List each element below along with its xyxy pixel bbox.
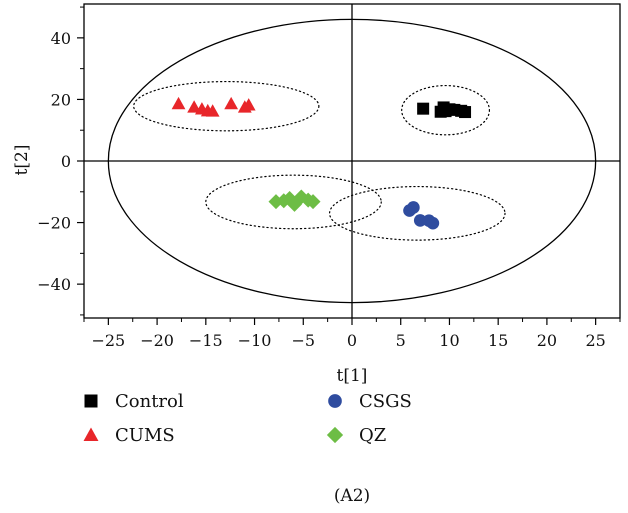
cums-data-point [224,96,239,110]
x-tick-label: 25 [585,331,605,350]
x-tick-label: −20 [140,331,174,350]
qz-group-ellipse [205,174,382,230]
y-tick-label: −40 [37,275,71,294]
axes: −25 −20 −15 −10 −5 0 5 10 15 20 25 −40 −20 0 20 40 [37,3,621,350]
x-tick-label: −5 [291,331,315,350]
control-data-point [417,102,430,115]
csgs-data-point [426,216,440,230]
legend-cums-label: CUMS [115,425,175,446]
legend-control-marker [84,394,98,408]
y-tick-label: 40 [51,29,71,48]
x-tick-label: −15 [189,331,223,350]
y-tick-label: 20 [51,90,71,109]
csgs-data-point [407,201,420,214]
y-tick-label: −20 [37,214,71,233]
x-axis-label: t[1] [337,366,368,386]
legend-control-label: Control [115,391,184,412]
x-tick-label: 0 [347,331,357,350]
cums-data-point [241,98,256,111]
control-group-ellipse [401,84,491,136]
figure-caption: (A2) [334,486,370,506]
x-tick-label: 10 [439,331,459,350]
qz-data-point [305,194,321,210]
x-tick-label: 20 [537,331,557,350]
csgs-group-ellipse [328,185,506,241]
legend-qz-marker [326,426,344,444]
plot-area [84,4,620,318]
confidence-ellipse [107,18,597,304]
legend-csgs-marker [328,394,342,408]
control-data-point [459,106,472,119]
control-data-point [434,105,447,118]
x-tick-label: −10 [238,331,272,350]
x-tick-label: 15 [488,331,508,350]
cums-data-point [205,104,220,117]
x-tick-label: 5 [396,331,406,350]
legend: Control CUMS CSGS QZ [83,391,412,446]
legend-qz-label: QZ [359,425,386,446]
cums-group-ellipse [133,80,320,132]
y-tick-label: 0 [61,152,71,171]
y-axis-label: t[2] [12,145,32,176]
cums-data-point [171,96,186,110]
legend-cums-marker [83,427,99,441]
cums-data-point [187,100,202,113]
x-tick-label: −25 [91,331,125,350]
legend-csgs-label: CSGS [359,391,412,412]
